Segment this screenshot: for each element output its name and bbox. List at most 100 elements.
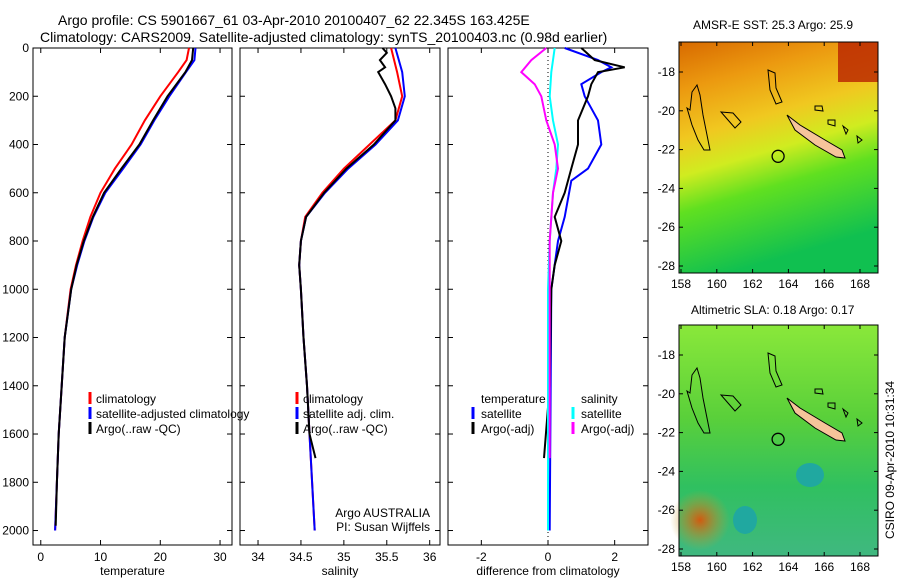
legend-label: satellite adj. clim. <box>303 407 394 421</box>
x-tick-label: 2 <box>611 550 618 564</box>
y-tick-label: 1800 <box>2 475 29 489</box>
lat-tick-label: -22 <box>658 143 676 157</box>
x-tick-label: 0 <box>545 550 552 564</box>
lat-tick-label: -26 <box>658 220 676 234</box>
lon-tick-label: 162 <box>743 277 763 291</box>
loyalty-islands-outline <box>814 388 863 427</box>
lon-tick-label: 162 <box>743 560 763 574</box>
loyalty-islands-outline <box>814 105 863 144</box>
y-tick-label: 400 <box>9 138 29 152</box>
sst-map-frame <box>678 41 879 274</box>
lat-tick-label: -24 <box>658 464 676 478</box>
legend-label: satellite-adjusted climatology <box>96 407 249 421</box>
lon-tick-label: 168 <box>850 560 870 574</box>
series-line-argo-raw-qc- <box>298 47 397 459</box>
lat-tick-label: -26 <box>658 503 676 517</box>
lat-tick-label: -20 <box>658 104 676 118</box>
legend-heading: salinity <box>581 392 618 406</box>
argo-position-marker <box>771 432 785 446</box>
chesterfield-reef-outline <box>686 83 711 151</box>
y-tick-label: 1200 <box>2 331 29 345</box>
y-tick-label: 600 <box>9 186 29 200</box>
legend-label: Argo(-adj) <box>481 422 534 436</box>
reef-outline <box>767 69 783 105</box>
series-line-temperature-argo-adj- <box>543 47 625 459</box>
chesterfield-reef-outline <box>686 366 711 434</box>
legend-label: satellite <box>481 407 522 421</box>
series-line-temperature-satellite <box>548 47 614 531</box>
sla-high-anomaly <box>670 490 730 550</box>
lat-tick-label: -18 <box>658 65 676 79</box>
x-tick-label: 34.5 <box>289 550 313 564</box>
lat-tick-label: -28 <box>658 542 676 556</box>
x-tick-label: 34 <box>251 550 265 564</box>
series-line-salinity-argo-adj- <box>519 47 560 459</box>
legend-label: Argo(-adj) <box>581 422 634 436</box>
x-tick-label: -2 <box>476 550 487 564</box>
new-caledonia-island <box>786 114 846 159</box>
y-tick-label: 0 <box>22 41 29 55</box>
sla-low-anomaly <box>733 506 757 534</box>
sla-map-title: Altimetric SLA: 0.18 Argo: 0.17 <box>691 303 855 317</box>
legend-label: climatology <box>303 392 363 406</box>
sst-warm-corner <box>838 42 878 82</box>
legend-label: satellite <box>581 407 622 421</box>
sst-map-title: AMSR-E SST: 25.3 Argo: 25.9 <box>693 18 854 32</box>
legend-label: Argo(..raw -QC) <box>96 422 181 436</box>
lon-tick-label: 160 <box>707 560 727 574</box>
plot-frame <box>239 47 441 546</box>
lon-tick-label: 158 <box>671 560 691 574</box>
series-line-climatology <box>54 47 190 531</box>
y-tick-label: 2000 <box>2 524 29 538</box>
profile-panel-2: 34 34.5 35 35.5 36 salinity climatologysatelli… <box>239 47 441 578</box>
lat-tick-label: -20 <box>658 387 676 401</box>
argo-position-marker <box>771 149 785 163</box>
lat-tick-label: -18 <box>658 348 676 362</box>
x-tick-label: 35.5 <box>375 550 399 564</box>
reef-outline <box>719 111 742 129</box>
lon-tick-label: 158 <box>671 277 691 291</box>
lon-tick-label: 168 <box>850 277 870 291</box>
reef-outline <box>719 394 742 412</box>
y-tick-label: 1600 <box>2 427 29 441</box>
legend-label: climatology <box>96 392 156 406</box>
x-axis-label: temperature <box>100 564 165 578</box>
legend-label: Argo(..raw -QC) <box>303 422 388 436</box>
y-tick-label: 1000 <box>2 282 29 296</box>
figure-title-line1: Argo profile: CS 5901667_61 03-Apr-2010 … <box>58 12 530 28</box>
sla-map-frame <box>678 324 879 557</box>
x-axis-label: difference from climatology <box>476 564 619 578</box>
plot-frame <box>32 47 233 546</box>
lon-tick-label: 166 <box>814 277 834 291</box>
y-tick-label: 1400 <box>2 379 29 393</box>
sla-map <box>670 324 879 557</box>
pi-annotation: PI: Susan Wijffels <box>336 520 430 534</box>
lat-tick-label: -22 <box>658 426 676 440</box>
sla-low-anomaly <box>796 463 824 487</box>
pi-annotation: Argo AUSTRALIA <box>335 506 430 520</box>
new-caledonia-island <box>786 397 846 442</box>
sst-map <box>678 41 879 274</box>
map-overlay-1: 158 160 162 164 166 168 -18 -20 -22 -24 -26 -28 <box>658 42 878 291</box>
x-tick-label: 20 <box>154 550 168 564</box>
reef-outline <box>767 352 783 388</box>
lat-tick-label: -28 <box>658 259 676 273</box>
x-tick-label: 36 <box>423 550 437 564</box>
lon-tick-label: 164 <box>778 560 798 574</box>
legend-heading: temperature <box>481 392 546 406</box>
map-overlay-2: 158 160 162 164 166 168 -18 -20 -22 -24 -26 -28 <box>658 325 878 574</box>
figure-title-line2: Climatology: CARS2009. Satellite-adjuste… <box>40 29 608 45</box>
lat-tick-label: -24 <box>658 181 676 195</box>
x-tick-label: 0 <box>37 550 44 564</box>
lon-tick-label: 166 <box>814 560 834 574</box>
y-tick-label: 200 <box>9 89 29 103</box>
x-axis-label: salinity <box>322 564 359 578</box>
x-tick-label: 35 <box>337 550 351 564</box>
series-line-satellite-adjusted-climatology <box>54 47 197 531</box>
series-line-argo-raw-qc- <box>54 47 195 526</box>
lon-tick-label: 160 <box>707 277 727 291</box>
y-tick-label: 800 <box>9 234 29 248</box>
profile-panel-1: 0 200 400 600 800 1000 1200 1400 1600 1800 2000 0 10… <box>2 41 249 578</box>
